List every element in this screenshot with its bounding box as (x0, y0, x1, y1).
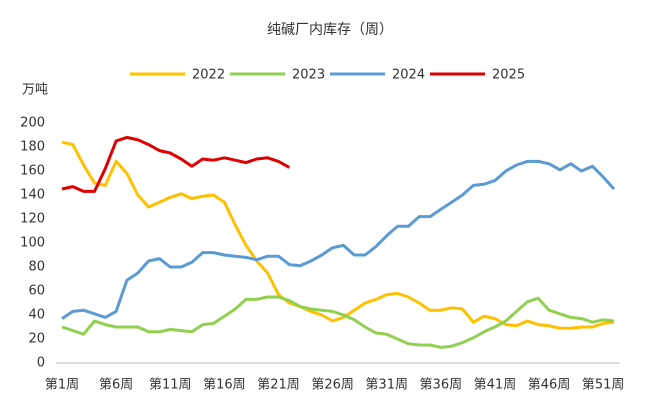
x-tick-label: 第46周 (528, 378, 571, 393)
y-tick-label: 180 (20, 140, 45, 155)
line-series (61, 159, 616, 320)
legend-label: 2025 (492, 68, 525, 83)
y-axis-label: 万吨 (22, 83, 48, 98)
x-tick-label: 第11周 (149, 378, 192, 393)
y-tick-label: 200 (20, 116, 45, 131)
y-tick-label: 120 (20, 212, 45, 227)
y-tick-label: 80 (28, 260, 45, 275)
x-tick-label: 第26周 (311, 378, 354, 393)
x-tick-label: 第21周 (257, 378, 300, 393)
x-tick-label: 第41周 (474, 378, 517, 393)
line-series (61, 295, 615, 349)
y-tick-label: 20 (28, 332, 45, 347)
x-tick-label: 第51周 (582, 378, 625, 393)
x-tick-label: 第31周 (365, 378, 408, 393)
y-tick-label: 60 (28, 284, 45, 299)
y-tick-label: 0 (37, 356, 45, 371)
line-series (61, 140, 615, 330)
chart-title: 纯碱厂内库存（周） (267, 22, 393, 38)
x-tick-label: 第1周 (45, 378, 79, 393)
x-tick-label: 第6周 (99, 378, 133, 393)
legend-label: 2022 (192, 68, 225, 83)
y-tick-label: 100 (20, 236, 45, 251)
x-tick-label: 第16周 (203, 378, 246, 393)
legend-label: 2024 (392, 68, 425, 83)
y-tick-label: 40 (28, 308, 45, 323)
legend-label: 2023 (292, 68, 325, 83)
y-tick-label: 160 (20, 164, 45, 179)
y-tick-label: 140 (20, 188, 45, 203)
line-series (61, 135, 291, 193)
x-tick-label: 第36周 (420, 378, 463, 393)
